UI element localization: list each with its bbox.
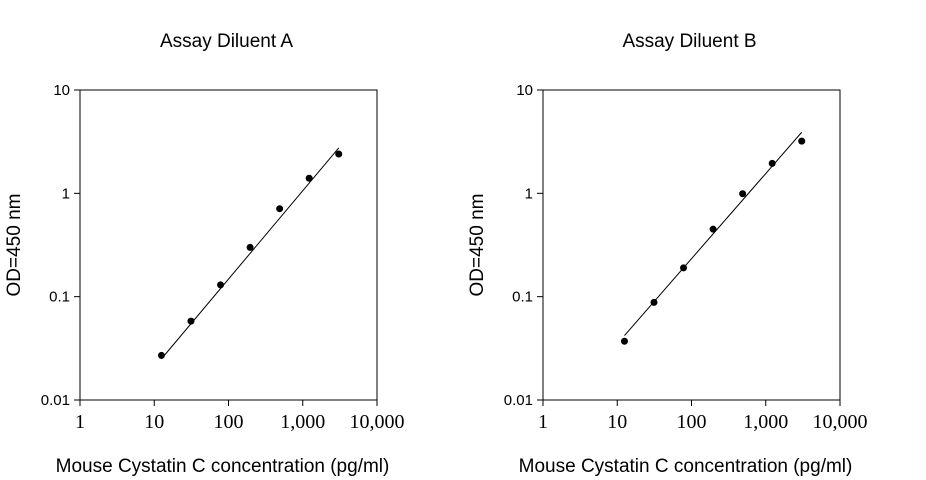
x-tick-label: 1 (75, 411, 85, 433)
y-tick-label: 0.1 (512, 289, 533, 306)
data-point (620, 337, 628, 345)
y-tick-label: 10 (53, 82, 70, 99)
data-point (650, 298, 658, 306)
data-point (768, 159, 776, 167)
chart-marks: 0.01 0.1 1 10 1 10 100 1,000 10,000 (41, 82, 405, 433)
y-tick-label: 1 (62, 185, 70, 202)
chart-marks: 0.01 0.1 1 10 1 10 100 1,000 10,000 (504, 82, 868, 433)
x-tick-label: 10,000 (350, 411, 405, 433)
x-tick-label: 1,000 (280, 411, 325, 433)
data-point (335, 150, 343, 158)
x-tick-label: 10 (607, 411, 627, 433)
x-tick-label: 1,000 (743, 411, 788, 433)
y-tick-label: 0.01 (504, 392, 533, 409)
chart-title: Assay Diluent A (160, 31, 293, 52)
x-tick-label: 100 (214, 411, 244, 433)
plot-frame (79, 89, 378, 401)
x-axis-label: Mouse Cystatin C concentration (pg/ml) (519, 456, 853, 477)
chart-title: Assay Diluent B (622, 31, 756, 52)
data-point (680, 264, 688, 272)
x-tick-label: 10 (144, 411, 164, 433)
x-tick-label: 100 (677, 411, 707, 433)
data-point (187, 317, 195, 325)
chart-assay-diluent-a: Assay Diluent A OD=450 nm Mouse Cystatin… (4, 31, 405, 477)
data-point (709, 225, 717, 233)
data-point (246, 243, 254, 251)
y-axis-label: OD=450 nm (4, 194, 25, 297)
data-point (157, 351, 165, 359)
y-axis-label: OD=450 nm (467, 194, 488, 297)
y-tick-label: 1 (525, 185, 533, 202)
chart-assay-diluent-b: Assay Diluent B OD=450 nm Mouse Cystatin… (467, 31, 868, 477)
data-point (739, 190, 747, 198)
y-tick-label: 0.01 (41, 392, 70, 409)
x-axis-label: Mouse Cystatin C concentration (pg/ml) (56, 456, 390, 477)
plot-frame (542, 89, 841, 401)
x-tick-label: 10,000 (813, 411, 868, 433)
y-tick-label: 10 (516, 82, 533, 99)
x-tick-label: 1 (538, 411, 548, 433)
data-point (798, 137, 806, 145)
data-point (217, 281, 225, 289)
y-tick-label: 0.1 (49, 289, 70, 306)
data-point (305, 174, 313, 182)
data-point (276, 205, 284, 213)
